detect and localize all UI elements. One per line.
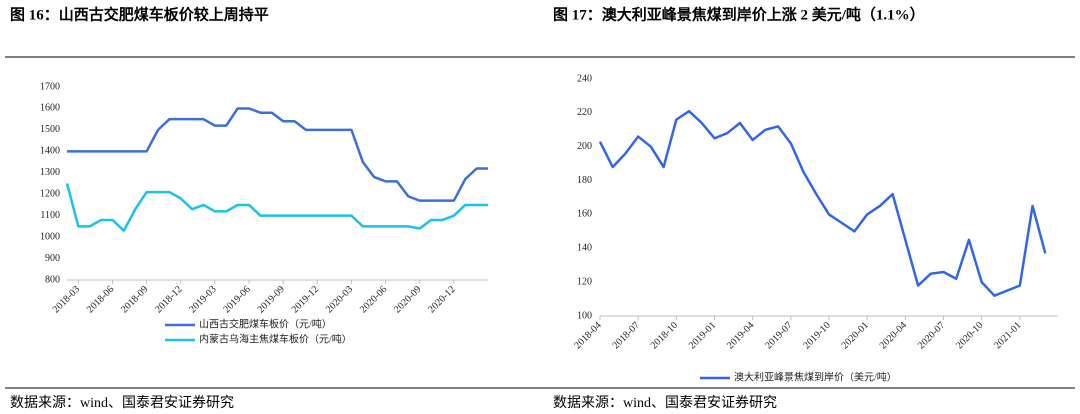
y-tick-label: 900 bbox=[45, 253, 60, 264]
source-note: 数据来源：wind、国泰君安证券研究 bbox=[10, 395, 234, 411]
x-tick-label: 2018-04 bbox=[572, 320, 603, 351]
x-tick-label: 2019-04 bbox=[725, 320, 756, 351]
x-tick-label: 2018-09 bbox=[119, 284, 150, 315]
chart-title: 图 16：山西古交肥煤车板价较上周持平 bbox=[10, 5, 269, 23]
x-tick-label: 2019-01 bbox=[687, 320, 718, 351]
legend-label: 山西古交肥煤车板价（元/吨） bbox=[199, 317, 332, 330]
x-tick-label: 2019-10 bbox=[801, 320, 832, 351]
y-tick-label: 1300 bbox=[40, 167, 60, 178]
y-tick-label: 1600 bbox=[40, 103, 60, 114]
x-tick-label: 2019-03 bbox=[187, 284, 218, 315]
y-tick-label: 1200 bbox=[40, 189, 60, 200]
y-tick-label: 1000 bbox=[40, 231, 60, 242]
y-tick-label: 220 bbox=[577, 107, 592, 118]
y-tick-label: 200 bbox=[577, 141, 592, 152]
chart-title: 图 17：澳大利亚峰景焦煤到岸价上涨 2 美元/吨（1.1%） bbox=[553, 5, 925, 23]
y-tick-label: 160 bbox=[577, 209, 592, 220]
legend-label: 内蒙古乌海主焦煤车板价（元/吨） bbox=[199, 332, 352, 345]
x-tick-label: 2018-07 bbox=[611, 320, 642, 351]
x-tick-label: 2018-10 bbox=[649, 320, 680, 351]
y-tick-label: 180 bbox=[577, 175, 592, 186]
y-tick-label: 800 bbox=[45, 274, 60, 285]
y-tick-label: 1700 bbox=[40, 81, 60, 92]
x-tick-label: 2019-09 bbox=[256, 284, 287, 315]
y-tick-label: 140 bbox=[577, 243, 592, 254]
y-tick-label: 100 bbox=[577, 310, 592, 321]
x-tick-label: 2020-07 bbox=[916, 320, 947, 351]
x-tick-label: 2018-06 bbox=[85, 284, 116, 315]
source-note: 数据来源：wind、国泰君安证券研究 bbox=[553, 395, 777, 411]
x-tick-label: 2020-09 bbox=[392, 284, 423, 315]
x-tick-label: 2019-07 bbox=[763, 320, 794, 351]
x-tick-label: 2020-01 bbox=[840, 320, 871, 351]
x-tick-label: 2018-12 bbox=[153, 284, 184, 315]
x-tick-label: 2018-03 bbox=[51, 284, 82, 315]
series-line bbox=[67, 107, 488, 202]
y-tick-label: 1500 bbox=[40, 124, 60, 135]
y-tick-label: 1100 bbox=[40, 210, 60, 221]
x-tick-label: 2020-03 bbox=[324, 284, 355, 315]
x-tick-label: 2021-01 bbox=[992, 320, 1023, 351]
x-tick-label: 2020-12 bbox=[426, 284, 457, 315]
x-tick-label: 2019-06 bbox=[221, 284, 252, 315]
series-line bbox=[598, 109, 1047, 297]
y-tick-label: 120 bbox=[577, 276, 592, 287]
x-tick-label: 2019-12 bbox=[290, 284, 321, 315]
legend-label: 澳大利亚峰景焦煤到岸价（美元/吨） bbox=[734, 370, 897, 383]
series-line bbox=[65, 183, 488, 232]
x-tick-label: 2020-10 bbox=[954, 320, 985, 351]
x-tick-label: 2020-04 bbox=[878, 320, 909, 351]
x-tick-label: 2020-06 bbox=[358, 284, 389, 315]
y-tick-label: 240 bbox=[577, 73, 592, 84]
y-tick-label: 1400 bbox=[40, 146, 60, 157]
